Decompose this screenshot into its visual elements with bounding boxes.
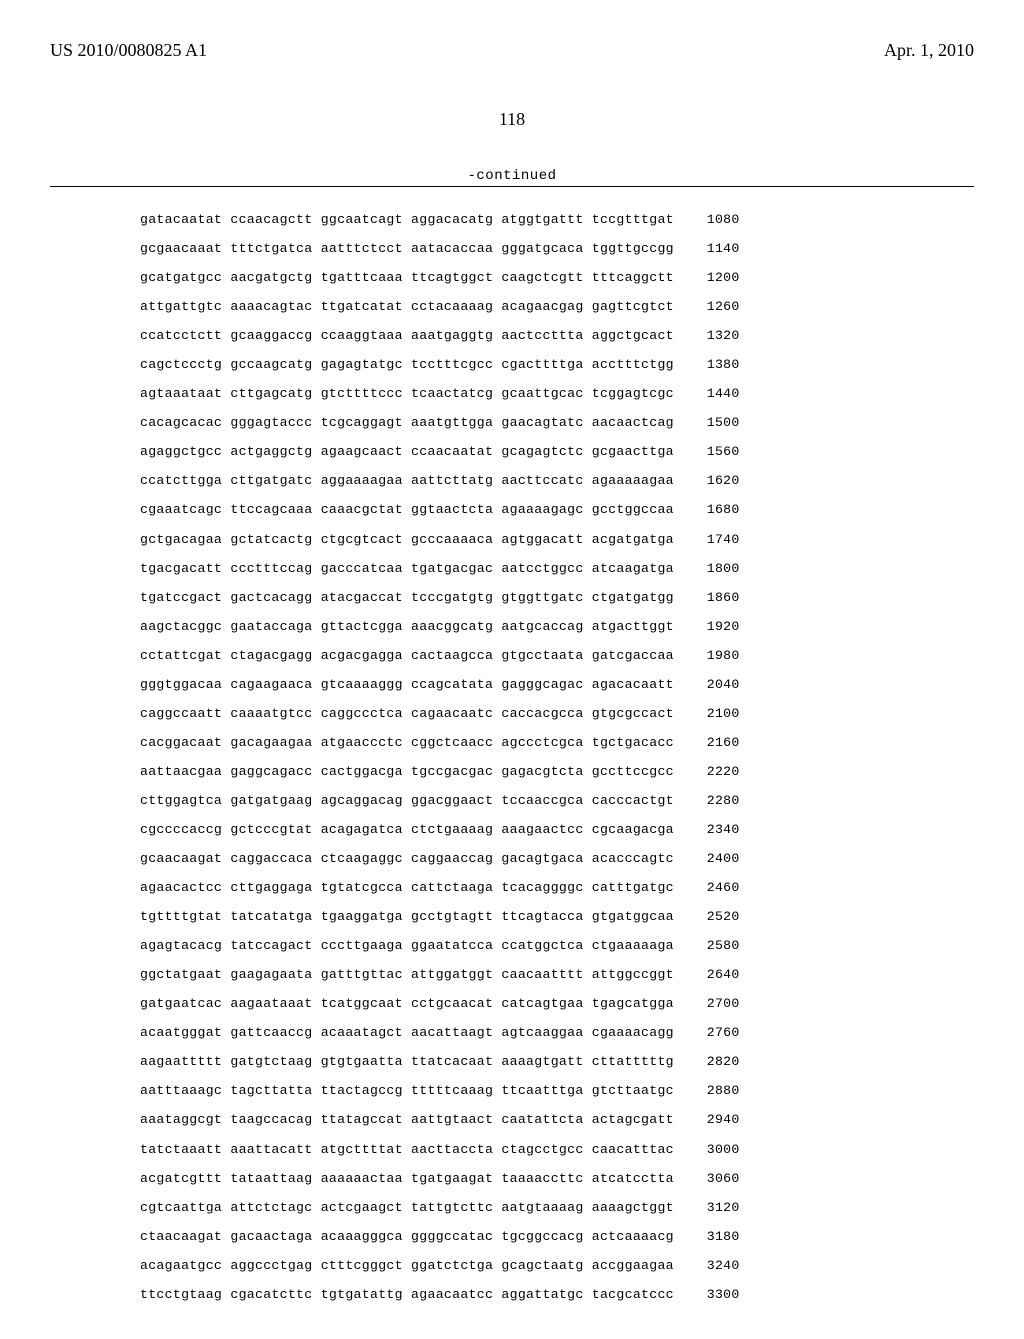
page-number: 118 [50, 109, 974, 130]
doc-number: US 2010/0080825 A1 [50, 40, 207, 61]
continued-label: -continued [50, 168, 974, 184]
sequence-listing: gatacaatat ccaacagctt ggcaatcagt aggacac… [140, 205, 974, 1309]
doc-date: Apr. 1, 2010 [884, 40, 974, 61]
top-rule [50, 186, 974, 187]
